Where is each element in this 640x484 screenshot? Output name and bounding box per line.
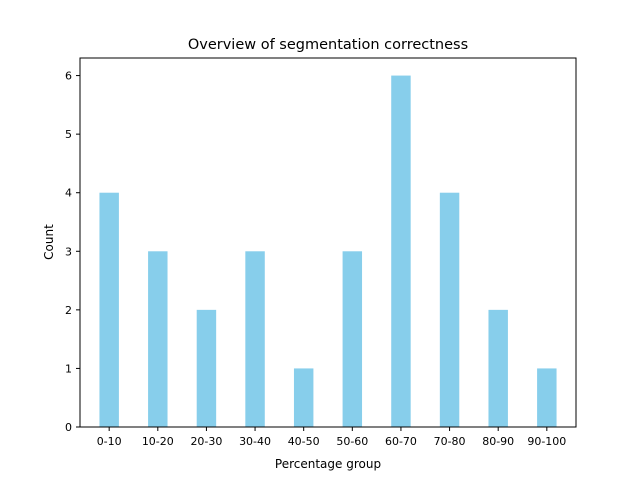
y-axis-ticks: 0 1 2 3 4 5 6	[65, 70, 80, 434]
y-tick-label: 1	[65, 362, 72, 375]
y-tick-label: 0	[65, 421, 72, 434]
y-tick-label: 4	[65, 187, 72, 200]
y-axis-label: Count	[42, 224, 56, 260]
x-tick-label: 60-70	[385, 435, 417, 448]
x-axis-label: Percentage group	[275, 457, 381, 471]
bar-60-70	[391, 75, 411, 427]
x-tick-label: 80-90	[482, 435, 514, 448]
y-tick-label: 3	[65, 245, 72, 258]
bar-10-20	[148, 251, 168, 427]
x-tick-label: 90-100	[527, 435, 566, 448]
plot-frame	[79, 57, 577, 428]
bar-0-10	[99, 192, 119, 427]
bar-80-90	[488, 309, 508, 427]
bars-layer	[99, 75, 557, 427]
x-tick-label: 40-50	[288, 435, 320, 448]
y-tick-label: 6	[65, 70, 72, 83]
chart-title: Overview of segmentation correctness	[188, 37, 468, 53]
x-tick-label: 70-80	[434, 435, 466, 448]
x-tick-label: 20-30	[190, 435, 222, 448]
x-tick-label: 10-20	[142, 435, 174, 448]
x-tick-label: 30-40	[239, 435, 271, 448]
x-tick-label: 0-10	[97, 435, 122, 448]
y-tick-label: 2	[65, 304, 72, 317]
y-tick-label: 5	[65, 128, 72, 141]
x-axis-ticks: 0-10 10-20 20-30 30-40 40-50 50-60 60-70 70-80 8…	[97, 427, 566, 448]
bar-90-100	[537, 368, 557, 427]
bar-70-80	[439, 192, 460, 427]
bar-40-50	[293, 368, 314, 427]
bar-30-40	[245, 251, 265, 427]
x-tick-label: 50-60	[336, 435, 368, 448]
bar-20-30	[196, 309, 217, 427]
bar-50-60	[342, 251, 363, 427]
